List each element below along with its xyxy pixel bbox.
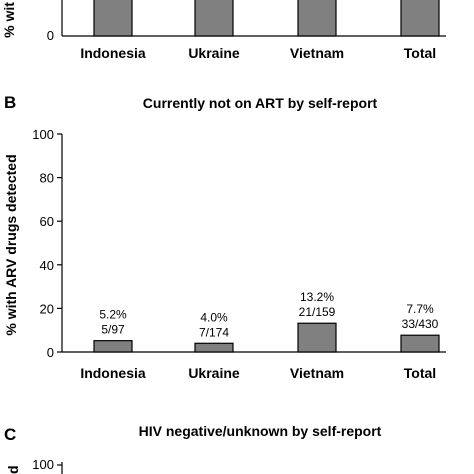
panel-b-y-tick-label: 20	[40, 301, 54, 316]
panel-b-bar	[93, 340, 133, 353]
panel-b-bar-labels: 5.2%5/97 4.0%7/174 13.2%21/159 7.7%33/430	[99, 290, 438, 339]
panel-a-y-tick-label: 0	[47, 28, 54, 43]
panel-b-y-tick-label: 80	[40, 171, 54, 186]
panel-a-category-label: Indonesia	[80, 45, 146, 61]
panel-b-y-tick-label: 60	[40, 214, 54, 229]
panel-b-bars	[93, 322, 440, 353]
panel-b-category-label: Ukraine	[188, 365, 240, 381]
panel-b-bar-percent-label: 13.2%	[300, 290, 334, 304]
panel-a: % wit 0 Indonesia Ukraine Vietnam Total	[1, 0, 446, 61]
panel-a-y-axis-label: % wit	[1, 2, 17, 38]
panel-b-category-label: Indonesia	[80, 365, 146, 381]
panel-a-category-label: Total	[404, 45, 436, 61]
panel-b-bar	[297, 322, 337, 353]
panel-b-bar	[194, 342, 234, 353]
panel-c: C HIV negative/unknown by self-report d …	[4, 423, 382, 474]
panel-b-bar-count-label: 7/174	[199, 325, 229, 339]
panel-c-y-tick-label: 100	[32, 457, 54, 472]
panel-c-letter: C	[4, 425, 16, 444]
panel-a-bar	[297, 0, 337, 37]
panel-b-y-tick-label: 0	[47, 345, 54, 360]
panel-b-category-label: Total	[404, 365, 436, 381]
panel-b-y-ticks: 0 20 40 60 80 100	[32, 127, 62, 360]
panel-a-bars	[93, 0, 440, 37]
panel-b-bar	[400, 334, 440, 353]
panel-b-letter: B	[4, 93, 16, 112]
panel-a-bar	[194, 0, 234, 37]
panel-b-bar-percent-label: 4.0%	[200, 310, 228, 324]
panel-b-y-tick-label: 40	[40, 258, 54, 273]
panel-c-y-axis-label: d	[5, 465, 21, 474]
panel-a-category-label: Ukraine	[188, 45, 240, 61]
panel-b-bar-count-label: 33/430	[402, 317, 439, 331]
panel-b-bar-count-label: 5/97	[101, 323, 125, 337]
panel-a-category-label: Vietnam	[290, 45, 344, 61]
panel-b-y-tick-label: 100	[32, 127, 54, 142]
panel-b-title: Currently not on ART by self-report	[143, 95, 378, 111]
panel-b-bar-count-label: 21/159	[299, 305, 336, 319]
panel-c-title: HIV negative/unknown by self-report	[139, 423, 382, 439]
panel-b-category-label: Vietnam	[290, 365, 344, 381]
panel-b-bar-percent-label: 5.2%	[99, 308, 127, 322]
panel-a-bar	[93, 0, 133, 37]
panel-b: B Currently not on ART by self-report % …	[3, 93, 446, 381]
panel-a-bar	[400, 0, 440, 37]
panel-b-bar-percent-label: 7.7%	[406, 302, 434, 316]
panel-b-y-axis-label: % with ARV drugs detected	[3, 154, 19, 335]
